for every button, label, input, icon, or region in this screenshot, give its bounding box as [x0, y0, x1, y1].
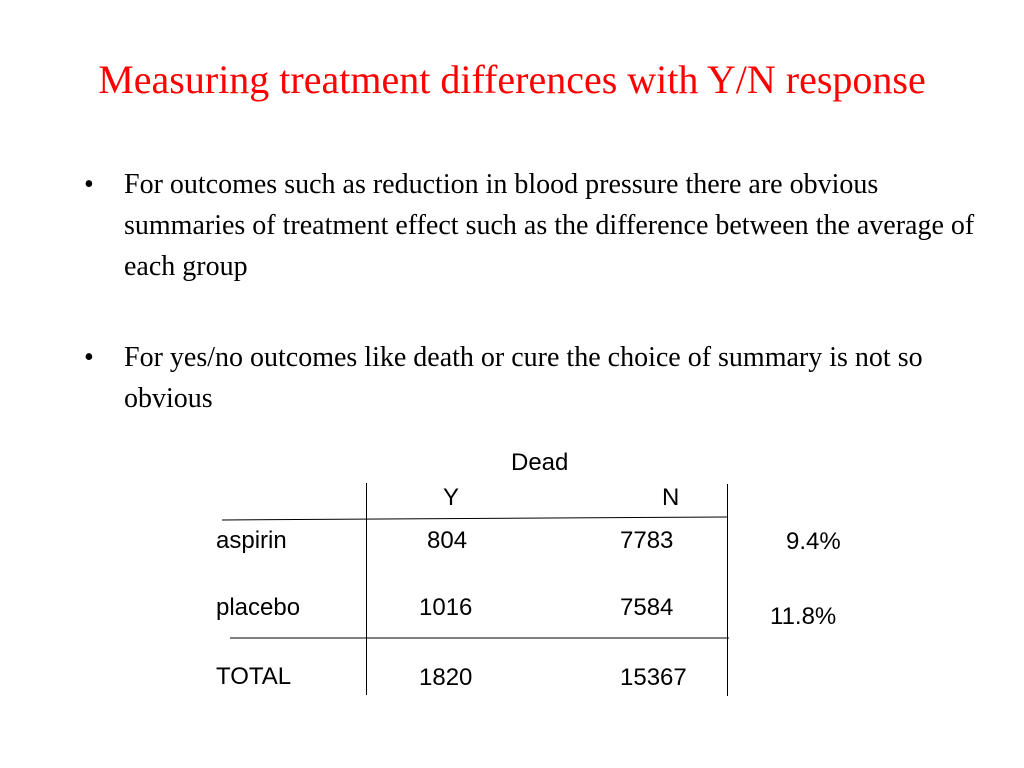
cell-total-y: 1820 — [419, 664, 473, 691]
bullet-list: • For outcomes such as reduction in bloo… — [78, 164, 978, 419]
column-header-y: Y — [443, 484, 460, 511]
bullet-text: For outcomes such as reduction in blood … — [124, 169, 975, 282]
bullet-item: • For yes/no outcomes like death or cure… — [78, 337, 978, 419]
percent-placebo: 11.8% — [770, 603, 837, 630]
row-label-placebo: placebo — [216, 594, 301, 621]
slide-title: Measuring treatment differences with Y/N… — [98, 57, 926, 102]
column-header-n: N — [662, 484, 680, 511]
cell-placebo-y: 1016 — [419, 594, 473, 621]
row-label-total: TOTAL — [216, 663, 292, 690]
cell-aspirin-y: 804 — [427, 527, 468, 554]
row-label-aspirin: aspirin — [216, 527, 287, 554]
bullet-item: • For outcomes such as reduction in bloo… — [78, 164, 978, 287]
bullet-text: For yes/no outcomes like death or cure t… — [124, 342, 923, 414]
cell-total-n: 15367 — [620, 664, 687, 691]
table-right-border — [727, 484, 728, 696]
percent-aspirin: 9.4% — [786, 528, 841, 555]
bullet-icon: • — [84, 169, 94, 200]
row-label-divider — [366, 483, 367, 695]
cell-placebo-n: 7584 — [620, 594, 674, 621]
bullet-icon: • — [84, 342, 94, 373]
cell-aspirin-n: 7783 — [620, 527, 674, 554]
header-rule — [221, 516, 728, 521]
table-group-header: Dead — [511, 449, 569, 476]
